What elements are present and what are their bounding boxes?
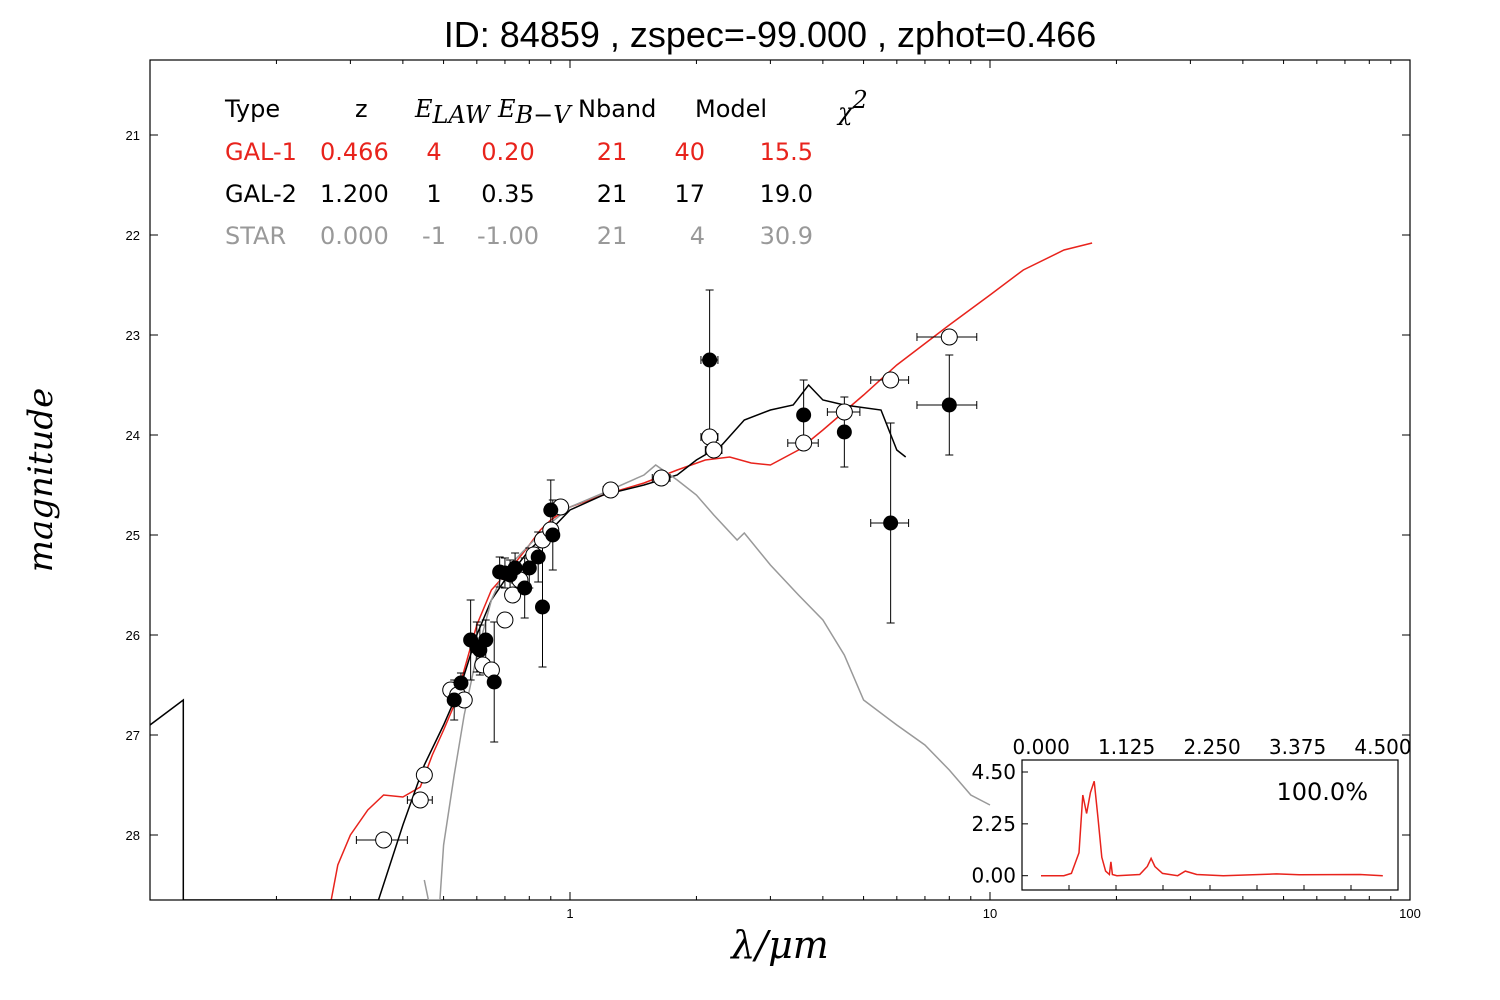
table-header-model: Model — [695, 95, 767, 123]
open-point — [835, 403, 853, 421]
filled-point — [883, 515, 899, 531]
open-point — [652, 469, 670, 487]
y-tick-label: 25 — [126, 528, 140, 543]
chart-title: ID: 84859 , zspec=-99.000 , zphot=0.466 — [443, 14, 1097, 55]
open-point — [375, 831, 393, 849]
open-point — [602, 481, 620, 499]
y-tick-label: 26 — [126, 628, 140, 643]
table-cell-chi: 15.5 — [760, 138, 813, 166]
inset-pdf-curve — [1041, 780, 1383, 877]
filled-point — [545, 527, 561, 543]
filled-point — [530, 549, 546, 565]
open-point — [504, 586, 522, 604]
table-rows: GAL-1 0.466 4 0.20 21 40 15.5 GAL-2 1.200 1 0.35 21… — [225, 138, 813, 250]
table-cell-nband: 21 — [597, 222, 628, 250]
photometry-points — [355, 289, 978, 849]
table-header-nband: Nband — [578, 95, 656, 123]
table-cell-type: STAR — [225, 222, 286, 250]
open-point — [411, 791, 429, 809]
table-cell-z: 1.200 — [320, 180, 389, 208]
y-tick-label: 24 — [126, 428, 140, 443]
table-cell-elaw: 1 — [426, 180, 441, 208]
inset-y-tick-label: 0.00 — [971, 864, 1016, 888]
table-cell-model: 17 — [674, 180, 705, 208]
filled-point — [478, 632, 494, 648]
table-header-ebv-base: E — [497, 95, 516, 123]
inset-pdf-line — [1041, 780, 1383, 877]
filled-point — [941, 397, 957, 413]
table-cell-ebv: -1.00 — [477, 222, 539, 250]
filled-point — [446, 692, 462, 708]
inset-x-tick-label: 4.500 — [1354, 735, 1411, 759]
filled-point — [836, 424, 852, 440]
open-point — [940, 328, 958, 346]
y-tick-label: 21 — [126, 128, 140, 143]
inset-x-tick-label: 3.375 — [1269, 735, 1326, 759]
table-cell-z: 0.000 — [320, 222, 389, 250]
inset-x-tick-label: 2.250 — [1183, 735, 1240, 759]
table-cell-type: GAL-2 — [225, 180, 297, 208]
filled-point — [486, 674, 502, 690]
inset-x-tick-label: 0.000 — [1013, 735, 1070, 759]
y-tick-label: 23 — [126, 328, 140, 343]
filled-point — [517, 580, 533, 596]
inset-axes: 0.000 1.125 2.250 3.375 4.500 0.00 2.25 4.50 — [971, 735, 1412, 890]
table-header-z: z — [355, 95, 368, 123]
open-point — [415, 766, 433, 784]
table-cell-elaw: 4 — [426, 138, 441, 166]
x-axis-label: λ/μm — [729, 923, 829, 967]
table-cell-chi: 19.0 — [760, 180, 813, 208]
y-tick-label: 28 — [126, 828, 140, 843]
open-point — [795, 434, 813, 452]
table-cell-ebv: 0.35 — [481, 180, 534, 208]
y-axis: 21 22 23 24 25 26 27 28 — [126, 128, 1410, 843]
filled-point — [507, 560, 523, 576]
fit-parameter-table: Type z ELAW EB−V Nband Model χ2 — [224, 86, 868, 129]
table-header-type: Type — [224, 95, 280, 123]
filled-point — [796, 407, 812, 423]
table-header-ebv-sub: B−V — [515, 101, 574, 129]
table-header-chi2-base: χ — [836, 98, 854, 126]
y-axis-label: magnitude — [21, 388, 61, 573]
open-point — [496, 611, 514, 629]
table-header-elaw: ELAW — [414, 95, 492, 129]
inset-y-tick-label: 4.50 — [971, 760, 1016, 784]
table-cell-nband: 21 — [597, 180, 628, 208]
table-cell-chi: 30.9 — [760, 222, 813, 250]
table-header-chi2: χ2 — [836, 86, 868, 126]
table-cell-type: GAL-1 — [225, 138, 297, 166]
filled-point — [521, 560, 537, 576]
y-tick-label: 27 — [126, 728, 140, 743]
table-cell-elaw: -1 — [422, 222, 446, 250]
open-point — [705, 441, 723, 459]
redshift-pdf-inset: 0.000 1.125 2.250 3.375 4.500 0.00 2.25 4.50 10… — [971, 735, 1412, 891]
open-point — [882, 371, 900, 389]
table-cell-ebv: 0.20 — [481, 138, 534, 166]
table-header-chi2-sup: 2 — [852, 86, 868, 114]
filled-point — [534, 599, 550, 615]
filled-point — [702, 352, 718, 368]
model-line-gal-2 — [150, 383, 907, 900]
filled-point — [543, 502, 559, 518]
table-header-elaw-base: E — [414, 95, 433, 123]
table-header-elaw-sub: LAW — [432, 101, 492, 129]
y-tick-label: 22 — [126, 228, 140, 243]
table-cell-z: 0.466 — [320, 138, 389, 166]
inset-x-tick-label: 1.125 — [1098, 735, 1155, 759]
table-header-ebv: EB−V — [497, 95, 573, 129]
inset-frame — [1021, 759, 1399, 891]
x-tick-label: 1 — [566, 906, 573, 921]
x-tick-label: 100 — [1399, 906, 1421, 921]
filled-point — [453, 675, 469, 691]
table-cell-model: 4 — [690, 222, 705, 250]
inset-annotation: 100.0% — [1276, 778, 1368, 806]
table-cell-model: 40 — [674, 138, 705, 166]
inset-y-tick-label: 2.25 — [971, 812, 1016, 836]
table-cell-nband: 21 — [597, 138, 628, 166]
x-tick-label: 10 — [983, 906, 997, 921]
